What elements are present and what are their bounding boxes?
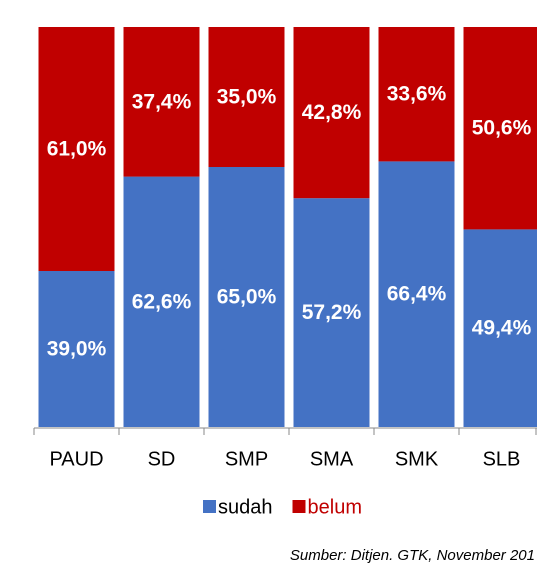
value-label: 42,8% [302, 101, 362, 124]
bar-segment [123, 27, 200, 177]
bar-segment [463, 229, 537, 427]
value-label: 37,4% [132, 90, 192, 113]
value-label: 65,0% [217, 286, 277, 309]
bar-segment [463, 27, 537, 230]
bar-segment [293, 198, 370, 427]
value-label: 61,0% [47, 138, 107, 161]
value-label: 35,0% [217, 86, 277, 109]
value-label: 33,6% [387, 83, 447, 106]
legend-label: sudah [218, 496, 273, 518]
bar-segment [378, 27, 455, 162]
value-label: 57,2% [302, 301, 362, 324]
value-label: 66,4% [387, 283, 447, 306]
bar-segment [208, 27, 285, 167]
x-tick-label: SLB [483, 448, 521, 470]
bar-segment [38, 27, 115, 271]
x-tick-label: SMK [395, 448, 439, 470]
x-tick-label: SMP [225, 448, 268, 470]
bar-segment [123, 176, 200, 427]
bar-segment [38, 271, 115, 427]
x-tick-label: SD [148, 448, 176, 470]
legend-swatch [203, 500, 216, 513]
x-tick-label: SMA [310, 448, 354, 470]
value-label: 50,6% [472, 117, 532, 140]
value-label: 62,6% [132, 290, 192, 313]
value-label: 49,4% [472, 317, 532, 340]
bar-segment [293, 27, 370, 199]
source-note: Sumber: Ditjen. GTK, November 201 [290, 547, 535, 564]
bar-segment [208, 167, 285, 427]
bar-segment [378, 161, 455, 427]
value-label: 39,0% [47, 338, 107, 361]
x-tick-label: PAUD [49, 448, 103, 470]
legend-swatch [292, 500, 306, 513]
legend-label: belum [308, 496, 362, 518]
